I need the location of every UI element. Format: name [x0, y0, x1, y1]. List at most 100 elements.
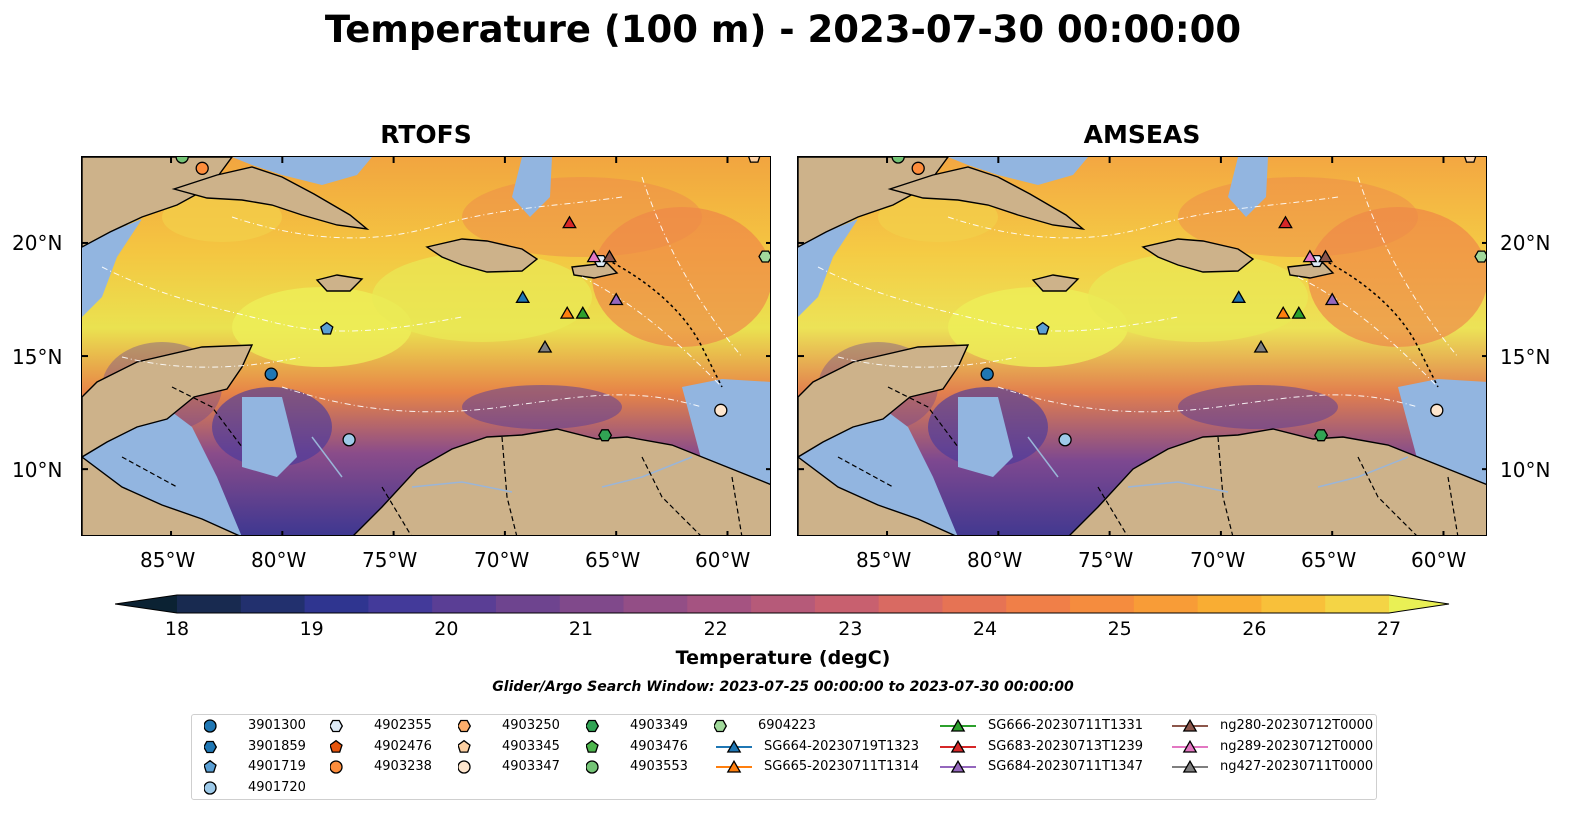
- circle-marker-icon: [586, 760, 599, 774]
- obs-marker-ng289-20230712T0000[interactable]: [1302, 249, 1318, 263]
- obs-marker-SG665-20230711T1314[interactable]: [559, 306, 575, 319]
- colorbar-tick-label: 22: [703, 618, 728, 640]
- colorbar-bin: [623, 595, 688, 613]
- obs-marker-4903553[interactable]: [891, 157, 905, 164]
- legend-item-label: 4903347: [502, 759, 560, 774]
- obs-marker-4903349[interactable]: [598, 429, 613, 442]
- legend-item-label: 4903476: [630, 738, 688, 754]
- legend-item-label: SG665-20230711T1314: [764, 759, 920, 774]
- obs-marker-SG684-20230711T1347[interactable]: [1324, 292, 1340, 306]
- obs-marker-4903347[interactable]: [1430, 403, 1444, 417]
- hexagon-marker-icon: [204, 740, 218, 753]
- colorbar-tick-label: 19: [299, 618, 324, 640]
- obs-marker-ng280-20230712T0000[interactable]: [1318, 249, 1333, 263]
- lon-label-amseas: 60°W: [1411, 548, 1467, 572]
- search-window-text: Glider/Argo Search Window: 2023-07-25 00…: [492, 679, 1074, 695]
- colorbar-tick-label: 27: [1376, 618, 1402, 640]
- colorbar-bin: [304, 595, 369, 613]
- legend-item-label: ng280-20230712T0000: [1220, 718, 1374, 733]
- triangle-marker-icon: [1172, 759, 1208, 773]
- obs-marker-SG665-20230711T1314[interactable]: [1275, 306, 1291, 319]
- obs-marker-3901300[interactable]: [264, 367, 278, 381]
- obs-marker-4901719[interactable]: [1036, 321, 1050, 335]
- obs-marker-4903345[interactable]: [1464, 157, 1477, 163]
- lat-label-left: 10°N: [12, 458, 63, 482]
- obs-marker-6904223[interactable]: [758, 250, 771, 263]
- colorbar-bin: [1197, 595, 1262, 613]
- obs-marker-4901719[interactable]: [320, 321, 334, 335]
- amseas-map[interactable]: [797, 156, 1487, 536]
- obs-marker-SG683-20230713T1239[interactable]: [562, 215, 577, 229]
- obs-marker-4903347[interactable]: [714, 403, 728, 417]
- obs-marker-ng289-20230712T0000[interactable]: [586, 249, 602, 263]
- lat-label-right: 10°N: [1500, 458, 1551, 482]
- colorbar-bin: [751, 595, 816, 613]
- obs-marker-ng427-20230711T0000[interactable]: [1253, 339, 1269, 353]
- hexagon-marker-icon: [330, 719, 344, 733]
- legend-item-label: 4903349: [630, 718, 688, 733]
- rtofs-map[interactable]: [81, 156, 771, 536]
- colorbar-tick-label: 21: [568, 618, 594, 640]
- colorbar-extend-low: [115, 595, 177, 613]
- colorbar-bin: [177, 595, 242, 613]
- colorbar-tick-label: 18: [164, 618, 190, 640]
- legend-item-label: 4903553: [630, 759, 688, 774]
- obs-marker-SG666-20230711T1331[interactable]: [1291, 305, 1307, 319]
- obs-marker-SG683-20230713T1239[interactable]: [1278, 215, 1293, 229]
- colorbar-tick-label: 25: [1107, 618, 1132, 640]
- obs-marker-4903238[interactable]: [195, 161, 209, 175]
- legend: 3901300 3901859 4901719 4901720 4902355 49024…: [191, 714, 1377, 800]
- triangle-marker-icon: [940, 759, 976, 773]
- colorbar-tick-label: 26: [1242, 618, 1267, 640]
- colorbar-tick-label: 23: [838, 618, 863, 640]
- obs-marker-3901300[interactable]: [980, 367, 994, 381]
- legend-item-label: 4903345: [502, 738, 560, 754]
- legend-item-label: 4902355: [374, 718, 432, 733]
- legend-item-label: ng289-20230712T0000: [1220, 738, 1374, 754]
- legend-item-label: SG666-20230711T1331: [988, 718, 1144, 733]
- triangle-marker-icon: [1172, 718, 1208, 732]
- colorbar-bin: [814, 595, 880, 613]
- obs-marker-4903349[interactable]: [1314, 429, 1329, 442]
- colorbar-bin: [1133, 595, 1199, 613]
- obs-marker-SG664-20230719T1323[interactable]: [515, 290, 531, 303]
- legend-item-label: 4901719: [248, 759, 306, 774]
- lon-label-amseas: 80°W: [967, 548, 1023, 572]
- colorbar-ticks: 18 19 20 21 22 23 24 25 26 27: [115, 618, 1455, 642]
- obs-marker-4903345[interactable]: [748, 157, 761, 163]
- lon-label-amseas: 65°W: [1301, 548, 1357, 572]
- colorbar-bin: [687, 595, 752, 613]
- legend-item-label: SG684-20230711T1347: [988, 759, 1144, 774]
- legend-item-label: SG683-20230713T1239: [988, 738, 1144, 754]
- obs-marker-4903553[interactable]: [175, 157, 189, 164]
- legend-item-label: 4901720: [248, 779, 306, 795]
- hexagon-marker-icon: [586, 719, 600, 733]
- triangle-marker-icon: [716, 759, 752, 773]
- colorbar-bin: [495, 595, 561, 613]
- obs-marker-SG666-20230711T1331[interactable]: [575, 305, 591, 319]
- lon-label-rtofs: 85°W: [140, 548, 196, 572]
- pentagon-marker-icon: [204, 759, 217, 773]
- colorbar-extend-high: [1389, 595, 1449, 613]
- obs-marker-4901720[interactable]: [1058, 433, 1072, 447]
- colorbar-label: Temperature (degC): [675, 647, 891, 669]
- circle-marker-icon: [458, 760, 471, 774]
- obs-marker-ng427-20230711T0000[interactable]: [537, 339, 553, 353]
- hexagon-marker-icon: [458, 719, 472, 733]
- triangle-marker-icon: [716, 739, 752, 753]
- obs-marker-6904223[interactable]: [1474, 250, 1487, 263]
- obs-marker-4903238[interactable]: [911, 161, 925, 175]
- obs-marker-ng280-20230712T0000[interactable]: [602, 249, 617, 263]
- obs-marker-SG664-20230719T1323[interactable]: [1231, 290, 1247, 303]
- triangle-marker-icon: [940, 739, 976, 753]
- pentagon-marker-icon: [458, 739, 471, 753]
- rtofs-panel-title: RTOFS: [380, 120, 472, 149]
- colorbar-bin: [878, 595, 943, 613]
- lon-label-rtofs: 65°W: [585, 548, 641, 572]
- obs-marker-4901720[interactable]: [342, 433, 356, 447]
- obs-marker-SG684-20230711T1347[interactable]: [608, 292, 624, 306]
- colorbar-tick-label: 20: [434, 618, 459, 640]
- lon-label-rtofs: 70°W: [474, 548, 530, 572]
- lat-label-right: 20°N: [1500, 231, 1551, 255]
- legend-item-label: 6904223: [758, 718, 816, 733]
